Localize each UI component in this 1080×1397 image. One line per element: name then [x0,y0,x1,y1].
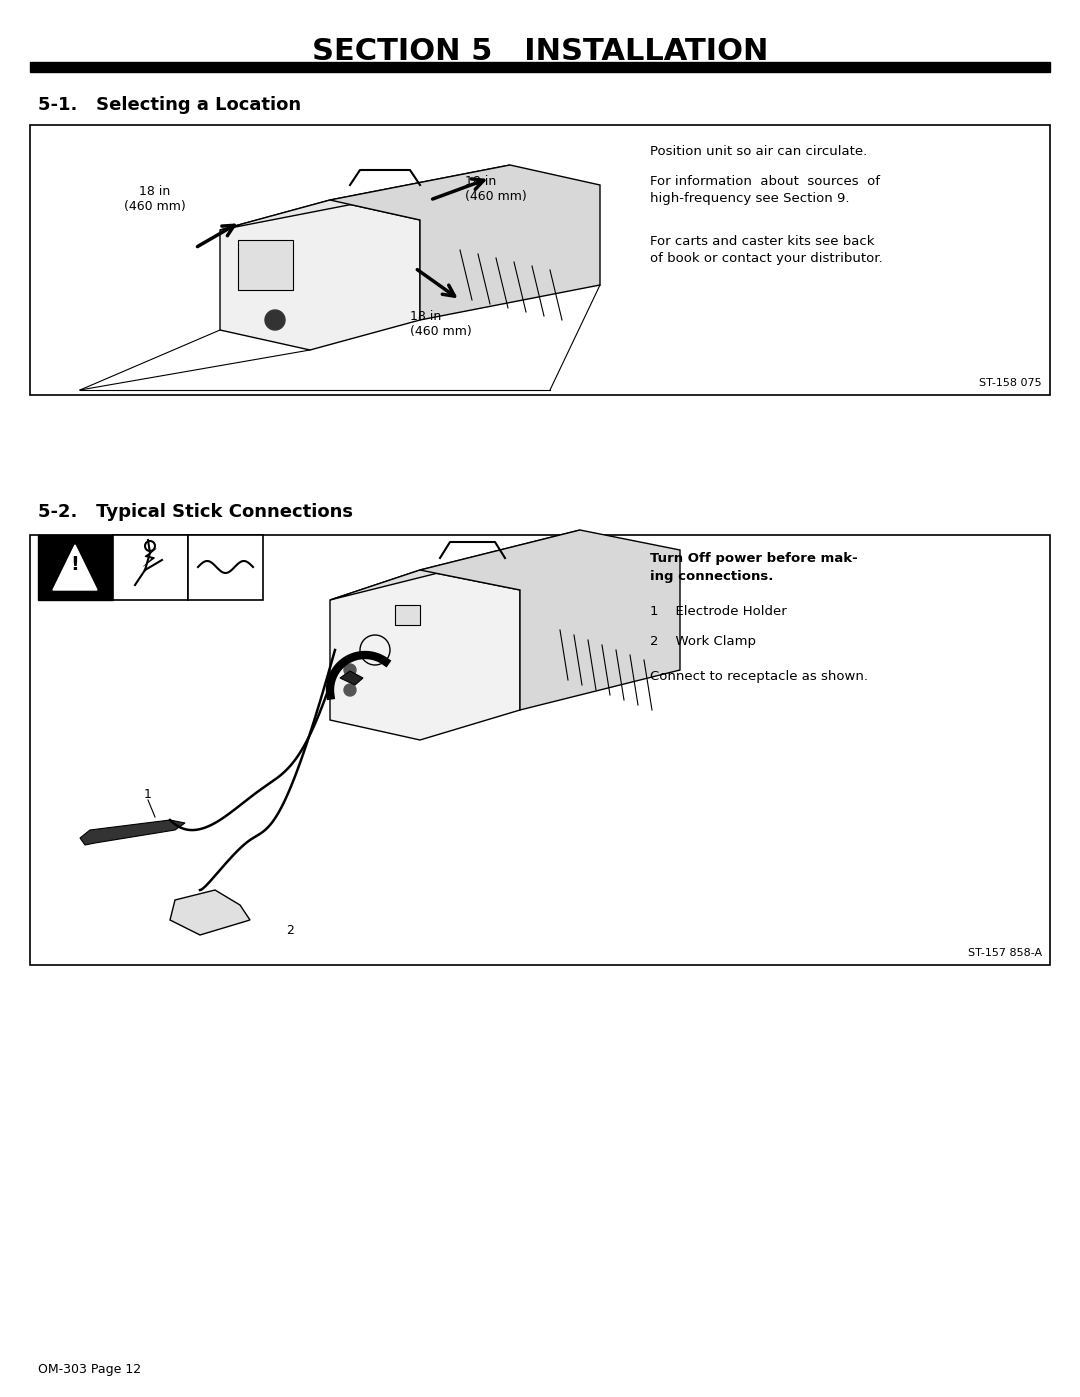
Text: Turn Off power before mak-
ing connections.: Turn Off power before mak- ing connectio… [650,552,858,583]
FancyBboxPatch shape [30,124,1050,395]
Text: 5-2.   Typical Stick Connections: 5-2. Typical Stick Connections [38,503,353,521]
Text: For carts and caster kits see back
of book or contact your distributor.: For carts and caster kits see back of bo… [650,235,882,265]
Circle shape [345,664,356,676]
Text: For information  about  sources  of
high-frequency see Section 9.: For information about sources of high-fr… [650,175,880,205]
Text: !: ! [70,556,80,574]
Text: 18 in
(460 mm): 18 in (460 mm) [410,310,472,338]
FancyBboxPatch shape [30,535,1050,965]
Text: 18 in
(460 mm): 18 in (460 mm) [124,184,186,212]
Polygon shape [330,165,600,320]
Polygon shape [220,200,420,351]
Circle shape [345,685,356,696]
Text: SECTION 5   INSTALLATION: SECTION 5 INSTALLATION [312,38,768,67]
Bar [188,535,264,599]
Text: 2: 2 [286,923,294,936]
Text: OM-303 Page 12: OM-303 Page 12 [38,1363,141,1376]
Polygon shape [330,529,580,599]
Bar [395,605,420,624]
Polygon shape [420,529,680,710]
Text: ⚡: ⚡ [141,548,159,571]
Text: ST-157 858-A: ST-157 858-A [968,949,1042,958]
Text: ST-158 075: ST-158 075 [980,379,1042,388]
Bar [38,535,113,599]
Bar [30,61,1050,73]
Polygon shape [80,820,185,845]
Polygon shape [330,570,519,740]
Polygon shape [53,545,97,590]
Text: Connect to receptacle as shown.: Connect to receptacle as shown. [650,671,868,683]
Polygon shape [220,165,510,231]
Bar [113,535,188,599]
Circle shape [265,310,285,330]
Text: Position unit so air can circulate.: Position unit so air can circulate. [650,145,867,158]
Polygon shape [340,671,363,685]
Polygon shape [170,890,249,935]
Text: 5-1.   Selecting a Location: 5-1. Selecting a Location [38,96,301,115]
Bar [238,240,293,291]
Text: 2    Work Clamp: 2 Work Clamp [650,636,756,648]
Text: 18 in
(460 mm): 18 in (460 mm) [465,175,527,203]
Text: 1: 1 [144,788,152,802]
Text: 1    Electrode Holder: 1 Electrode Holder [650,605,786,617]
